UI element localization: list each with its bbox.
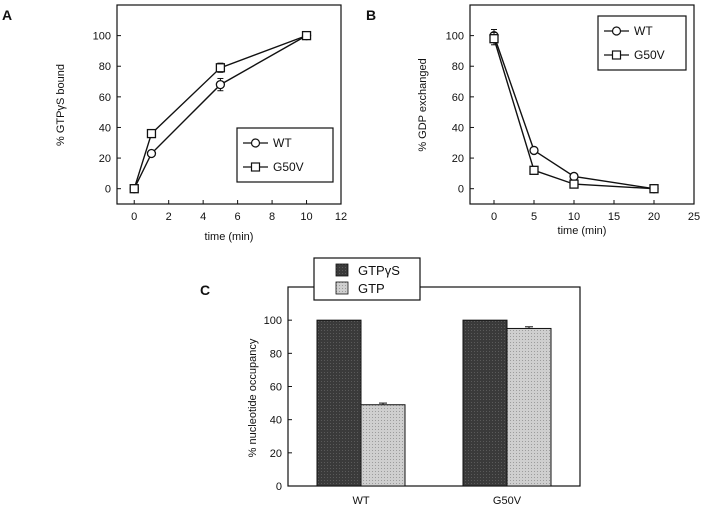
panel-a-ylabel: % GTPγS bound xyxy=(55,64,67,146)
panel-b-ytick-label: 20 xyxy=(452,153,464,165)
panel-b-point-wt xyxy=(569,171,579,182)
panel-a-point-wt xyxy=(146,148,157,159)
panel-a-ytick-label: 20 xyxy=(99,153,111,165)
panel-b-frame xyxy=(469,4,695,205)
panel-a-chart: A 0 2 4 6 8 10 12 0 20 40 60 80 100 time (min) % GTP… xyxy=(2,4,347,243)
panel-c-legend-gtpgs: GTPγS xyxy=(358,263,400,278)
panel-b-xlabel: time (min) xyxy=(558,225,607,237)
panel-a-line-wt xyxy=(133,34,307,190)
panel-c-chart: C 0 20 40 60 80 100 WT G50V % nucleotide occupa… xyxy=(200,257,581,507)
panel-a-legend-square-marker xyxy=(250,162,261,172)
panel-b-ytick-label: 0 xyxy=(458,184,464,196)
panel-a-legend-g50v: G50V xyxy=(273,160,304,174)
panel-b-xtick-label: 0 xyxy=(491,211,497,223)
panel-a-ytick-label: 100 xyxy=(93,31,111,43)
panel-a-ytick-label: 0 xyxy=(105,184,111,196)
panel-c-bar-g50v-gtps xyxy=(462,319,508,487)
panel-c-letter: C xyxy=(200,282,210,298)
panel-a-xtick-label: 10 xyxy=(300,211,312,223)
panel-a-point-g50v xyxy=(215,63,226,73)
panel-b-ytick-label: 60 xyxy=(452,92,464,104)
panel-c-legend-swatch-gtpgs xyxy=(335,263,349,277)
panel-c-bar-wt-gtp xyxy=(360,404,406,487)
panel-b-legend: WT G50V xyxy=(597,15,687,71)
panel-b-xtick-label: 5 xyxy=(531,211,537,223)
panel-a-legend-box xyxy=(236,127,334,183)
panel-a-letter: A xyxy=(2,7,12,23)
panel-b-legend-square-marker xyxy=(611,50,622,60)
panel-b-legend-box xyxy=(597,15,687,71)
panel-b-legend-circle-marker xyxy=(611,26,622,36)
panel-a-line-g50v xyxy=(133,34,307,189)
panel-b-letter: B xyxy=(366,7,376,23)
panel-a-xtick-label: 4 xyxy=(200,211,206,223)
panel-a-point-g50v xyxy=(146,128,157,139)
panel-b-legend-wt: WT xyxy=(634,24,653,38)
panel-a-ytick-label: 40 xyxy=(99,122,111,134)
panel-c-ytick-label: 100 xyxy=(264,315,282,327)
panel-c-category-label-g50v: G50V xyxy=(493,495,522,507)
panel-b-xtick-label: 20 xyxy=(648,211,660,223)
panel-c-ytick-label: 60 xyxy=(270,382,282,394)
panel-c-ylabel: % nucleotide occupancy xyxy=(247,338,259,457)
panel-c-ytick-label: 40 xyxy=(270,415,282,427)
panel-c-category-label-wt: WT xyxy=(352,495,369,507)
panel-c-ytick-label: 20 xyxy=(270,448,282,460)
panel-c-bar-g50v-gtp xyxy=(506,327,552,487)
panel-b-xtick-label: 15 xyxy=(608,211,620,223)
panel-b-legend-g50v: G50V xyxy=(634,48,665,62)
panel-b-point-g50v xyxy=(569,179,579,189)
panel-b-point-g50v xyxy=(529,165,539,175)
panel-b-xtick-label: 25 xyxy=(688,211,700,223)
panel-b-ytick-label: 40 xyxy=(452,122,464,134)
panel-a-frame xyxy=(116,4,342,205)
panel-a-legend: WT G50V xyxy=(236,127,334,183)
panel-c-legend-box xyxy=(313,257,421,301)
panel-c-legend: GTPγS GTP xyxy=(313,257,421,301)
panel-a-xtick-label: 0 xyxy=(131,211,137,223)
panel-a-ytick-label: 80 xyxy=(99,61,111,73)
panel-b-chart: B 0 5 10 15 20 25 0 20 40 60 80 100 time (min) % GD… xyxy=(366,4,700,237)
panel-b-point-g50v xyxy=(489,34,499,44)
panel-a-xtick-label: 12 xyxy=(335,211,347,223)
panel-c-bar-wt-gtps xyxy=(316,319,362,487)
panel-c-legend-swatch-gtp xyxy=(335,281,349,295)
panel-a-xtick-label: 8 xyxy=(269,211,275,223)
panel-a-point-g50v xyxy=(129,184,139,194)
panel-a-point-wt xyxy=(215,79,226,90)
panel-b-line-wt xyxy=(493,35,655,190)
panel-a-ytick-label: 60 xyxy=(99,92,111,104)
panel-b-xtick-label: 10 xyxy=(568,211,580,223)
panel-a-xtick-label: 6 xyxy=(235,211,241,223)
panel-a-legend-wt: WT xyxy=(273,136,292,150)
panel-a-legend-circle-marker xyxy=(250,138,261,148)
panel-b-line-g50v xyxy=(493,38,655,190)
panel-b-ylabel: % GDP exchanged xyxy=(417,58,429,151)
panel-b-ytick-label: 100 xyxy=(446,31,464,43)
panel-b-ytick-label: 80 xyxy=(452,61,464,73)
panel-b-point-g50v xyxy=(649,184,659,194)
panel-c-ytick-label: 80 xyxy=(270,348,282,360)
panel-c-ytick-label: 0 xyxy=(276,481,282,493)
panel-b-point-wt xyxy=(529,145,539,156)
panel-a-xtick-label: 2 xyxy=(166,211,172,223)
panel-c-legend-gtp: GTP xyxy=(358,281,385,296)
panel-a-point-g50v xyxy=(301,30,312,41)
panel-a-xlabel: time (min) xyxy=(205,231,254,243)
